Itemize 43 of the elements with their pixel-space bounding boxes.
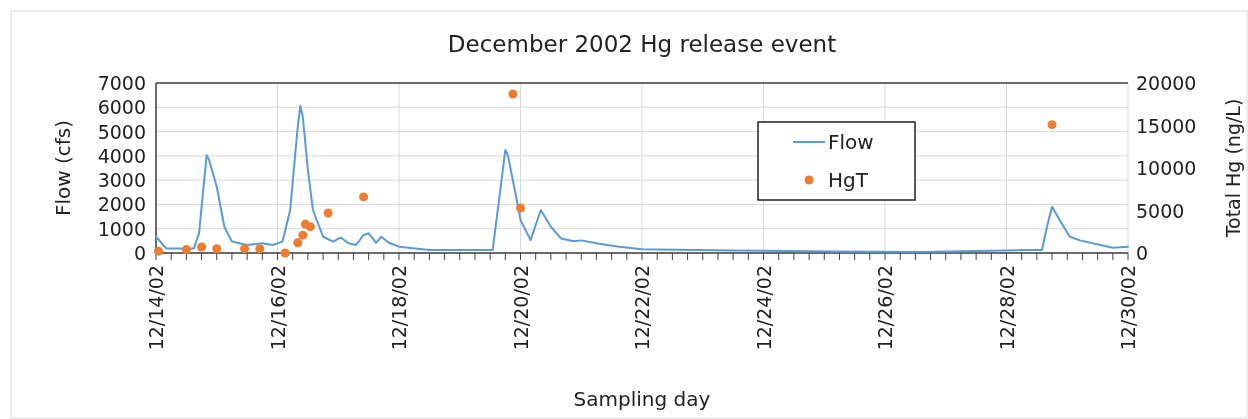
point — [240, 244, 250, 254]
x-tick-label: 12/28/02 — [995, 265, 1018, 351]
y-tick-label: 2000 — [97, 193, 146, 216]
point — [293, 238, 303, 248]
x-tick-label: 12/18/02 — [388, 265, 410, 351]
y-tick-label: 7000 — [97, 72, 146, 94]
legend-label: HgT — [828, 168, 869, 192]
point — [154, 246, 164, 256]
y-tick-label: 1000 — [97, 217, 146, 240]
y-axis-title: Flow (cfs) — [51, 119, 75, 217]
y2-tick-label: 15000 — [1136, 114, 1197, 137]
x-tick-label: 12/26/02 — [874, 265, 896, 351]
point — [255, 244, 265, 254]
x-axis-title: Sampling day — [573, 387, 711, 411]
y2-tick-label: 10000 — [1136, 157, 1197, 179]
point — [515, 203, 526, 213]
point — [212, 244, 222, 254]
y-tick-label: 6000 — [97, 96, 146, 119]
y2-tick-label: 0 — [1136, 242, 1149, 264]
x-tick-label: 12/24/02 — [752, 265, 775, 351]
y-tick-label: 3000 — [97, 169, 146, 192]
y2-tick-label: 5000 — [1136, 199, 1185, 222]
point — [280, 248, 290, 258]
y-tick-label: 5000 — [97, 120, 146, 143]
x-tick-label: 12/14/02 — [145, 265, 167, 351]
y2-tick-label: 20000 — [1136, 72, 1197, 94]
y2-axis-title: Total Hg (ng/L) — [1222, 98, 1244, 239]
point — [298, 230, 308, 240]
y-tick-label: 4000 — [97, 144, 146, 167]
point — [197, 242, 207, 252]
point — [1047, 120, 1057, 130]
point — [305, 222, 315, 232]
x-tick-label: 12/16/02 — [266, 265, 289, 351]
x-tick-label: 12/22/02 — [631, 265, 653, 351]
y-tick-label: 0 — [133, 242, 146, 264]
point — [323, 208, 333, 218]
point — [359, 192, 369, 202]
x-tick-label: 12/30/02 — [1117, 265, 1139, 351]
point — [508, 89, 518, 99]
chart-title: December 2002 Hg release event — [447, 31, 837, 57]
point — [181, 245, 191, 255]
legend-label: Flow — [828, 130, 874, 154]
x-tick-label: 12/20/02 — [509, 265, 532, 351]
